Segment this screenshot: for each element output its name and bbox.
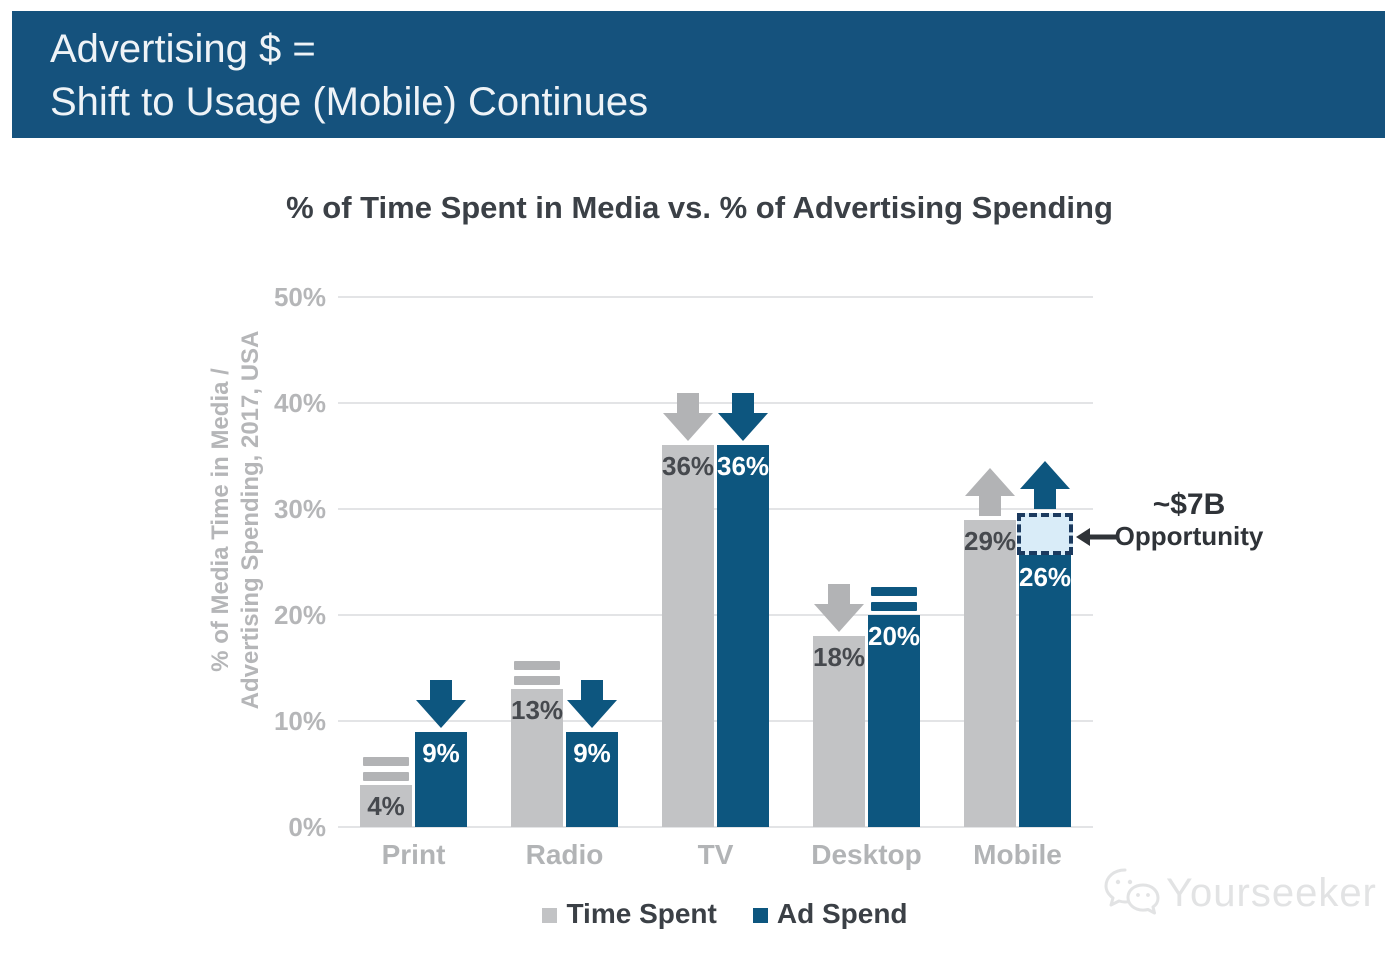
trend-flat-icon-print-time-spent-bar0	[363, 756, 409, 766]
trend-up-icon-mobile-ad-spend	[1020, 461, 1070, 510]
category-label-desktop: Desktop	[811, 839, 922, 870]
bar-tv-time-spent	[662, 445, 714, 827]
watermark-text: Yourseeker	[1166, 870, 1377, 915]
gridline-0-	[338, 826, 1093, 828]
header-line1: Advertising $ =	[50, 27, 316, 71]
bar-mobile-time-spent	[964, 519, 1016, 827]
chart-title: % of Time Spent in Media vs. % of Advert…	[286, 190, 1113, 225]
trend-down-icon-radio-ad-spend	[567, 679, 617, 728]
category-label-radio: Radio	[525, 839, 604, 870]
opportunity-label: Opportunity	[1114, 521, 1264, 551]
gridline-10-	[338, 720, 1093, 722]
gridline-30-	[338, 508, 1093, 510]
legend-label-ad-spend: Ad Spend	[776, 898, 908, 929]
opportunity-arrow-icon	[1076, 528, 1118, 546]
trend-flat-icon-desktop-ad-spend-bar0	[871, 587, 917, 596]
bar-radio-ad-spend	[566, 731, 618, 827]
bar-desktop-ad-spend	[868, 615, 920, 827]
gridline-40-	[338, 402, 1093, 404]
category-label-tv: TV	[697, 839, 734, 870]
watermark: Yourseeker	[1102, 866, 1377, 920]
y-tick-label-10-: 10%	[273, 706, 326, 736]
y-tick-label-40-: 40%	[273, 388, 326, 418]
value-label-tv-time-spent: 36%	[662, 451, 715, 482]
y-tick-label-0-: 0%	[288, 812, 326, 842]
bar-print-ad-spend	[415, 731, 467, 827]
trend-down-icon-tv-time-spent	[663, 393, 713, 442]
bar-radio-time-spent	[511, 689, 563, 827]
trend-up-icon-mobile-time-spent	[965, 467, 1015, 516]
legend-item-ad-spend: Ad Spend	[752, 898, 908, 930]
trend-flat-icon-desktop-ad-spend-bar1	[871, 602, 917, 611]
value-label-radio-time-spent: 13%	[511, 695, 564, 726]
opportunity-dashed-box	[1017, 513, 1073, 555]
legend-swatch-ad-spend	[752, 908, 768, 923]
value-label-mobile-time-spent: 29%	[964, 525, 1017, 556]
value-label-print-time-spent: 4%	[367, 790, 405, 821]
category-label-print: Print	[381, 839, 446, 870]
category-label-mobile: Mobile	[973, 839, 1062, 870]
value-label-print-ad-spend: 9%	[422, 737, 460, 768]
y-axis-title-line1: % of Media Time in Media /	[207, 368, 234, 672]
bar-print-time-spent	[360, 784, 412, 827]
value-label-desktop-ad-spend: 20%	[868, 621, 921, 651]
trend-flat-icon-print-time-spent-bar1	[363, 771, 409, 781]
legend-label-time-spent: Time Spent	[566, 898, 717, 929]
bar-tv-ad-spend	[717, 445, 769, 827]
trend-flat-icon-print-time-spent	[363, 756, 409, 781]
y-tick-label-30-: 30%	[273, 494, 326, 524]
opportunity-value: ~$7B	[1152, 488, 1226, 521]
header-line2: Shift to Usage (Mobile) Continues	[50, 80, 649, 124]
opportunity-annotation: ~$7B Opportunity	[1108, 488, 1270, 551]
value-label-radio-ad-spend: 9%	[573, 737, 611, 768]
yourseeker-logo-icon	[1104, 868, 1160, 915]
gridline-20-	[338, 614, 1093, 616]
legend-swatch-time-spent	[542, 908, 558, 923]
value-label-desktop-time-spent: 18%	[813, 642, 866, 673]
y-tick-label-20-: 20%	[273, 600, 326, 630]
trend-flat-icon-radio-time-spent-bar0	[514, 661, 560, 671]
gridline-50-	[338, 296, 1093, 298]
value-label-tv-ad-spend: 36%	[717, 451, 770, 482]
bar-mobile-ad-spend	[1019, 551, 1071, 827]
trend-down-icon-tv-ad-spend	[718, 393, 768, 442]
trend-down-icon-print-ad-spend	[416, 679, 466, 728]
trend-flat-icon-radio-time-spent	[514, 661, 560, 686]
legend: Time Spent Ad Spend	[430, 898, 1020, 930]
y-tick-label-50-: 50%	[273, 282, 326, 312]
trend-down-icon-desktop-time-spent	[814, 584, 864, 633]
header-banner: Advertising $ = Shift to Usage (Mobile) …	[12, 11, 1385, 138]
bar-desktop-time-spent	[813, 636, 865, 827]
value-label-mobile-ad-spend: 26%	[1019, 561, 1072, 592]
trend-flat-icon-desktop-ad-spend	[871, 587, 917, 611]
trend-flat-icon-radio-time-spent-bar1	[514, 676, 560, 686]
legend-item-time-spent: Time Spent	[542, 898, 717, 930]
